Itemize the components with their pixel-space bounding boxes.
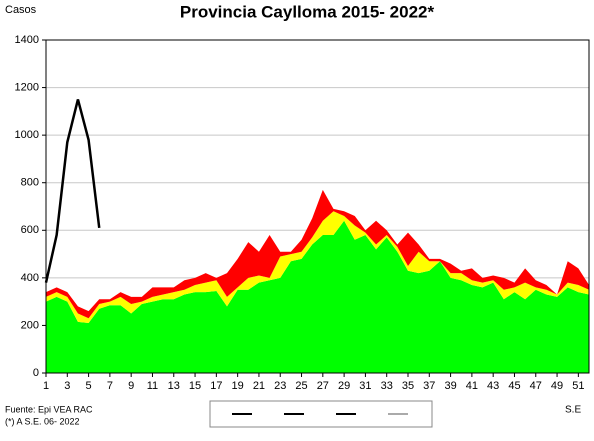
chart-title: Provincia Caylloma 2015- 2022* <box>180 2 435 21</box>
x-tick-label: 11 <box>147 380 158 392</box>
area <box>46 220 589 373</box>
y-tick-label: 0 <box>33 367 39 379</box>
x-tick-label: 27 <box>317 380 329 392</box>
x-tick-label: 17 <box>210 380 222 392</box>
y-axis-label: Casos <box>5 4 37 16</box>
y-tick-label: 800 <box>21 177 39 189</box>
x-tick-label: 25 <box>295 380 307 392</box>
plot-frame <box>45 39 590 374</box>
x-tick-label: 47 <box>530 380 542 392</box>
y-tick-label: 200 <box>21 319 39 331</box>
area <box>46 211 589 324</box>
x-tick-label: 5 <box>86 380 92 392</box>
x-axis-label: S.E <box>565 405 581 416</box>
x-tick-label: 9 <box>128 380 134 392</box>
x-tick-label: 1 <box>43 380 49 392</box>
x-tick-label: 45 <box>508 380 520 392</box>
x-tick-label: 49 <box>551 380 563 392</box>
x-tick-label: 33 <box>381 380 393 392</box>
x-tick-label: 7 <box>107 380 113 392</box>
x-tick-label: 43 <box>487 380 499 392</box>
x-tick-label: 41 <box>466 380 478 392</box>
x-tick-label: 51 <box>572 380 584 392</box>
y-tick-label: 1400 <box>15 34 39 46</box>
x-tick-label: 29 <box>338 380 350 392</box>
x-tick-label: 31 <box>359 380 371 392</box>
note: (*) A S.E. 06- 2022 <box>5 416 80 426</box>
area <box>46 189 589 319</box>
y-tick-label: 1200 <box>15 81 39 93</box>
y-tick-label: 400 <box>21 272 39 284</box>
line <box>44 99 101 283</box>
x-tick-label: 19 <box>232 380 244 392</box>
x-tick-label: 15 <box>189 380 201 392</box>
x-tick-label: 13 <box>168 380 180 392</box>
y-tick-label: 1000 <box>15 129 39 141</box>
x-tick-label: 37 <box>423 380 435 392</box>
x-tick-label: 21 <box>253 380 265 392</box>
x-tick-label: 3 <box>64 380 70 392</box>
x-tick-label: 39 <box>444 380 456 392</box>
legend <box>209 400 433 428</box>
y-tick-label: 600 <box>21 224 39 236</box>
x-tick-label: 23 <box>274 380 286 392</box>
x-tick-label: 35 <box>402 380 414 392</box>
source: Fuente: Epi VEA RAC <box>5 404 93 414</box>
